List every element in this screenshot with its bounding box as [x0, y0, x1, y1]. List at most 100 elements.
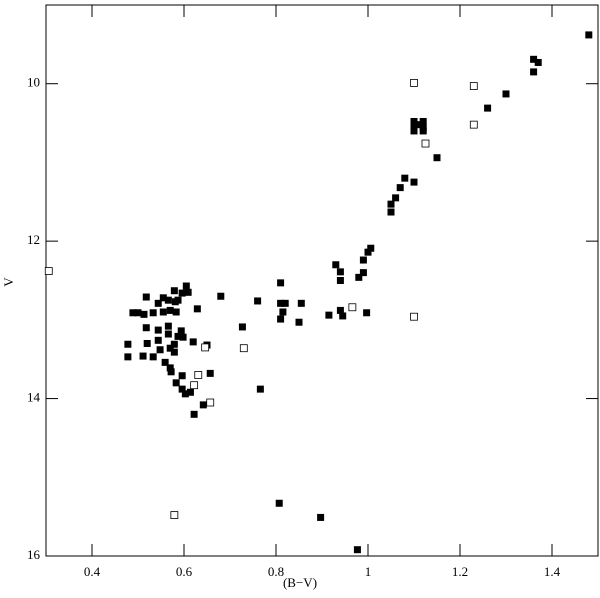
data-point	[530, 55, 538, 63]
data-point	[410, 312, 418, 321]
x-tick-label: 0.6	[176, 564, 193, 579]
data-point	[149, 309, 157, 317]
data-point	[325, 311, 333, 319]
data-point	[170, 348, 178, 356]
data-point	[193, 305, 201, 313]
data-point	[199, 401, 207, 409]
data-point	[166, 306, 174, 314]
data-point	[189, 338, 197, 346]
data-point	[134, 309, 142, 317]
data-point	[355, 273, 363, 281]
data-point	[469, 120, 478, 129]
data-point	[279, 308, 287, 316]
data-point	[433, 154, 441, 162]
data-point	[339, 312, 347, 320]
data-point	[281, 299, 289, 307]
data-point	[170, 287, 178, 295]
data-point	[396, 184, 404, 192]
data-point	[44, 267, 53, 275]
data-point	[336, 277, 344, 284]
data-point	[159, 294, 167, 302]
data-point	[256, 385, 264, 393]
data-point	[484, 104, 492, 112]
data-point	[336, 268, 344, 276]
data-point	[387, 200, 395, 208]
data-point	[534, 58, 542, 66]
data-point	[469, 82, 478, 90]
data-point	[297, 299, 305, 307]
data-point	[167, 368, 175, 376]
data-point	[124, 340, 132, 348]
data-point	[149, 353, 157, 361]
x-tick-label: 0.8	[268, 564, 284, 579]
data-point	[317, 513, 325, 521]
y-axis-label: V	[1, 277, 16, 287]
data-point	[178, 289, 186, 297]
data-point	[254, 297, 262, 305]
data-point	[174, 332, 182, 340]
data-point	[190, 410, 198, 418]
y-tick-label: 10	[27, 75, 40, 90]
data-point	[359, 269, 367, 277]
data-point	[410, 117, 418, 125]
data-point	[410, 178, 418, 186]
data-point	[277, 299, 285, 307]
data-point	[178, 385, 186, 393]
data-point	[129, 309, 137, 317]
data-point	[410, 127, 418, 135]
data-point	[419, 127, 427, 135]
data-point	[166, 344, 174, 352]
data-point	[364, 248, 372, 256]
data-point	[172, 308, 180, 316]
data-point	[585, 31, 593, 39]
data-point	[336, 306, 344, 314]
data-point	[154, 299, 162, 307]
data-point	[348, 303, 357, 312]
data-point	[142, 293, 150, 301]
data-point	[170, 340, 178, 348]
data-point	[415, 121, 423, 129]
y-tick-label: 12	[27, 232, 40, 247]
x-axis-label: (B−V)	[283, 575, 317, 590]
data-point	[174, 296, 182, 304]
data-point	[124, 353, 132, 361]
data-point	[238, 323, 246, 331]
data-point	[156, 346, 164, 354]
data-point	[217, 292, 225, 300]
data-point	[172, 379, 180, 387]
data-point	[166, 364, 174, 372]
data-point	[161, 358, 169, 366]
data-point	[277, 279, 285, 287]
data-point	[367, 244, 375, 252]
data-point	[178, 372, 186, 380]
data-point	[154, 336, 162, 344]
data-point	[295, 318, 303, 326]
data-point	[401, 174, 409, 182]
data-point	[353, 546, 361, 554]
data-point	[277, 315, 285, 323]
data-point	[177, 327, 185, 335]
x-tick-label: 1.4	[544, 564, 561, 579]
x-tick-label: 0.4	[84, 564, 101, 579]
data-point	[502, 90, 510, 98]
data-point	[170, 511, 179, 519]
data-point	[410, 79, 418, 87]
data-point	[363, 309, 371, 317]
data-point	[159, 308, 167, 316]
x-tick-label: 1	[365, 564, 372, 579]
data-point	[421, 139, 430, 148]
data-point	[392, 194, 400, 202]
data-point	[239, 344, 248, 353]
data-point	[164, 296, 172, 304]
y-tick-label: 14	[27, 390, 41, 405]
data-point	[154, 326, 162, 334]
data-point	[359, 256, 367, 264]
data-point	[143, 339, 151, 347]
data-point	[194, 371, 203, 379]
data-point	[139, 352, 147, 360]
data-point	[387, 208, 395, 216]
data-point	[142, 324, 150, 332]
data-point	[164, 330, 172, 338]
data-point	[275, 499, 283, 507]
